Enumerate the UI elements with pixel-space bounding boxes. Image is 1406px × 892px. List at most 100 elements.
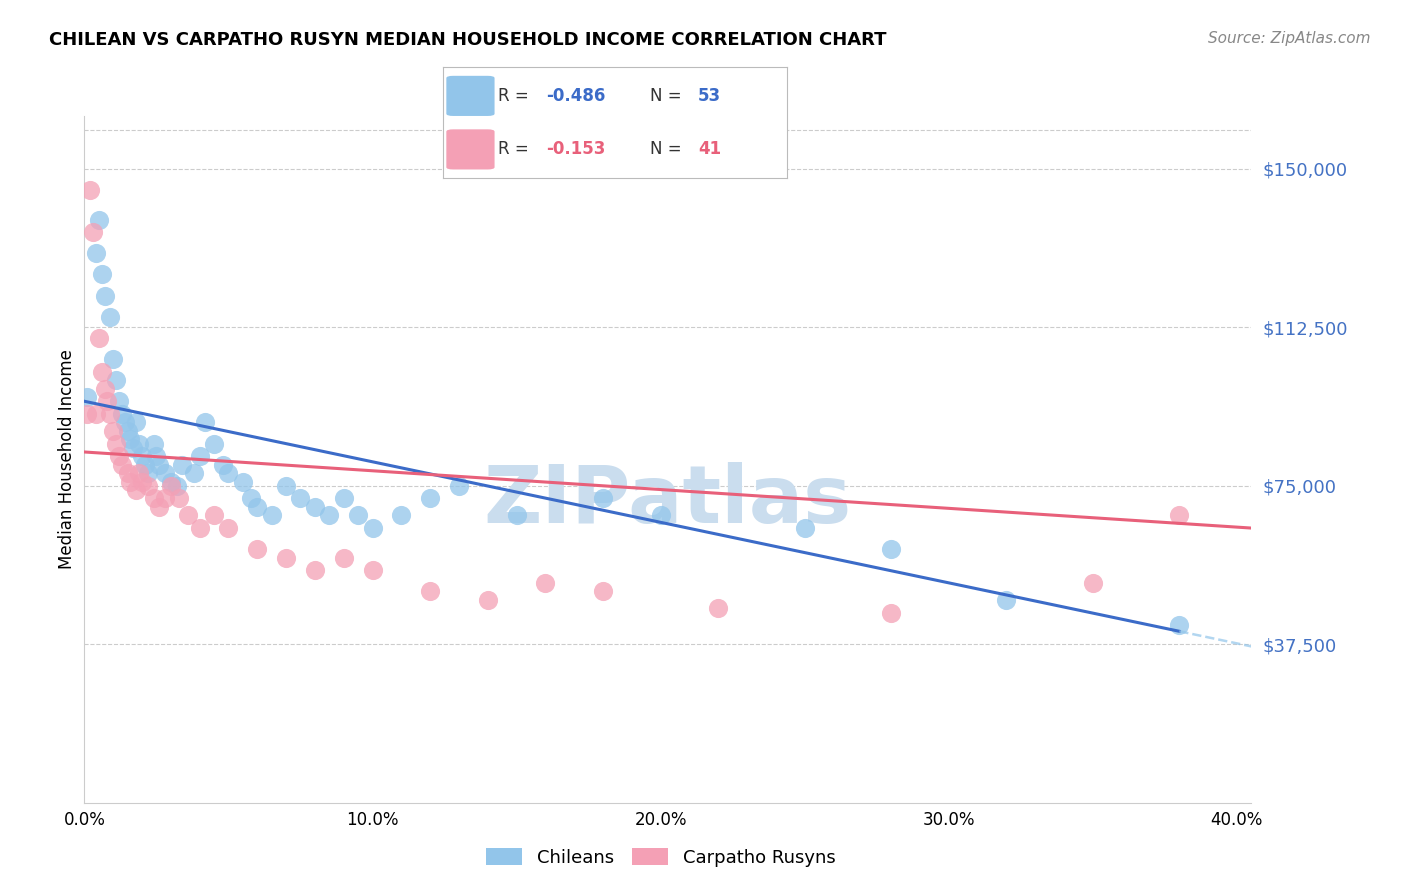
Point [145, 449, 167, 463]
Point [93, 382, 115, 396]
Point [84, 246, 107, 260]
Point [128, 436, 150, 450]
Point [290, 491, 312, 506]
Point [246, 542, 269, 557]
Point [120, 432, 142, 446]
Point [232, 475, 254, 489]
Point [96, 394, 118, 409]
Text: ZIPatlas: ZIPatlas [484, 461, 852, 540]
Point [131, 449, 153, 463]
Point [183, 466, 205, 480]
Point [117, 466, 139, 480]
Point [120, 475, 142, 489]
Legend: Chileans, Carpatho Rusyns: Chileans, Carpatho Rusyns [479, 841, 842, 874]
Point [108, 394, 131, 409]
Point [87, 212, 110, 227]
Point [131, 475, 153, 489]
Point [419, 491, 441, 506]
Point [105, 373, 128, 387]
Text: -0.486: -0.486 [546, 87, 606, 105]
Point [332, 491, 354, 506]
Point [76, 407, 98, 421]
Point [202, 436, 225, 450]
Point [1081, 576, 1104, 591]
Point [419, 584, 441, 599]
Point [101, 424, 124, 438]
Text: R =: R = [498, 140, 534, 159]
Point [159, 475, 181, 489]
Point [1168, 618, 1191, 632]
Point [274, 550, 297, 565]
Point [128, 466, 150, 480]
Point [136, 479, 159, 493]
Point [105, 436, 128, 450]
Point [880, 606, 903, 620]
Point [148, 500, 170, 514]
Point [142, 491, 165, 506]
Point [101, 351, 124, 366]
Point [211, 458, 233, 472]
Point [477, 593, 499, 607]
Point [332, 550, 354, 565]
Point [304, 500, 326, 514]
Point [82, 225, 104, 239]
Point [707, 601, 730, 615]
Point [90, 365, 112, 379]
Point [87, 331, 110, 345]
Point [880, 542, 903, 557]
Point [188, 449, 211, 463]
Point [125, 483, 148, 497]
Point [274, 479, 297, 493]
Point [142, 436, 165, 450]
Point [159, 479, 181, 493]
Point [172, 458, 194, 472]
Point [592, 584, 614, 599]
Text: 41: 41 [697, 140, 721, 159]
Point [114, 416, 136, 430]
Point [361, 521, 384, 535]
Point [505, 508, 527, 523]
Point [108, 449, 131, 463]
Text: CHILEAN VS CARPATHO RUSYN MEDIAN HOUSEHOLD INCOME CORRELATION CHART: CHILEAN VS CARPATHO RUSYN MEDIAN HOUSEHO… [49, 31, 887, 49]
Point [389, 508, 412, 523]
Text: 53: 53 [697, 87, 721, 105]
FancyBboxPatch shape [446, 129, 495, 169]
Point [202, 508, 225, 523]
Point [650, 508, 672, 523]
Point [79, 183, 101, 197]
Point [246, 500, 269, 514]
Point [98, 310, 121, 324]
Point [169, 491, 191, 506]
Point [90, 268, 112, 282]
FancyBboxPatch shape [446, 76, 495, 116]
Point [177, 508, 200, 523]
Point [93, 288, 115, 302]
Point [122, 441, 145, 455]
Text: R =: R = [498, 87, 534, 105]
Text: N =: N = [650, 140, 686, 159]
Point [793, 521, 815, 535]
Point [98, 407, 121, 421]
Point [166, 479, 188, 493]
Point [134, 458, 156, 472]
Point [240, 491, 263, 506]
Point [153, 491, 176, 506]
Point [188, 521, 211, 535]
Point [111, 407, 134, 421]
Point [304, 563, 326, 577]
Point [260, 508, 283, 523]
Point [995, 593, 1018, 607]
Point [148, 458, 170, 472]
Point [534, 576, 557, 591]
Point [84, 407, 107, 421]
Text: Source: ZipAtlas.com: Source: ZipAtlas.com [1208, 31, 1371, 46]
Point [153, 466, 176, 480]
Point [217, 466, 239, 480]
Point [111, 458, 134, 472]
Point [347, 508, 370, 523]
Point [318, 508, 340, 523]
Point [447, 479, 470, 493]
Point [194, 416, 217, 430]
Text: -0.153: -0.153 [546, 140, 606, 159]
Point [125, 416, 148, 430]
